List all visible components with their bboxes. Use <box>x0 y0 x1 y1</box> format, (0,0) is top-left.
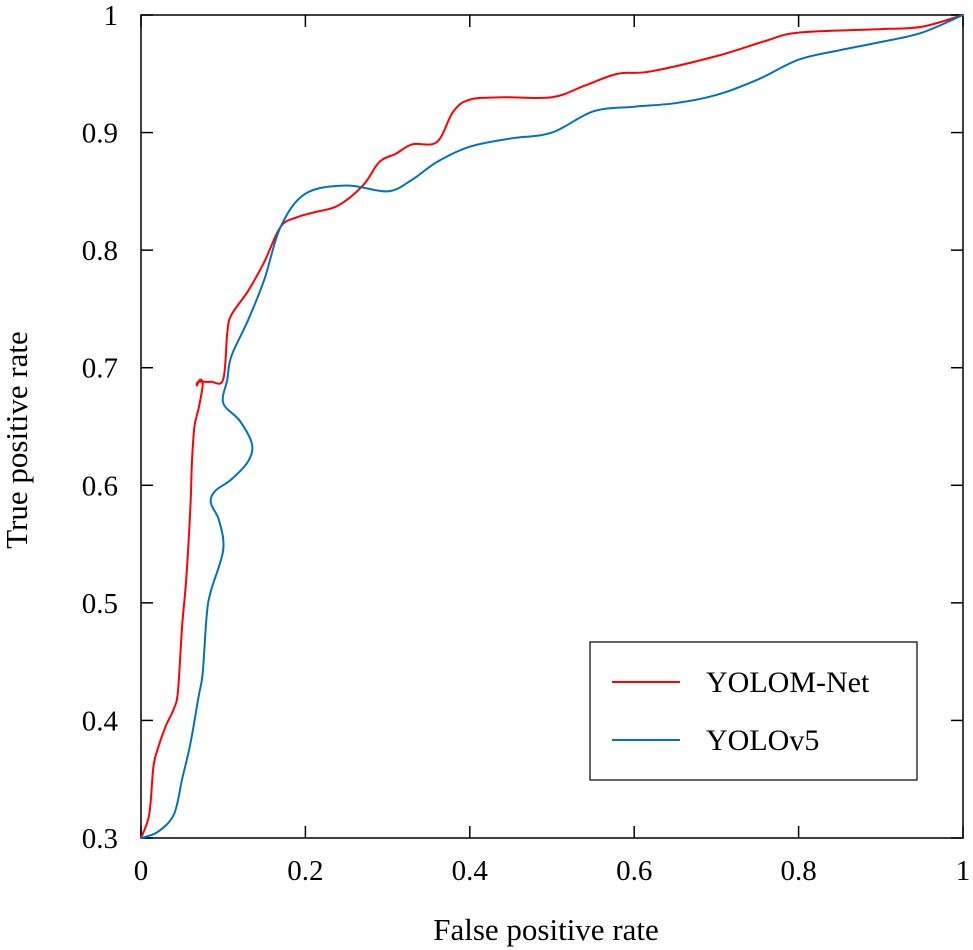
y-tick-label: 0.9 <box>82 118 118 150</box>
legend-box <box>589 641 918 781</box>
x-axis-label: False positive rate <box>433 912 659 947</box>
series-line-yolov5 <box>140 14 964 839</box>
legend-label-yolov5: YOLOv5 <box>706 724 819 757</box>
x-tick-label: 0 <box>134 855 149 887</box>
y-tick-label: 0.5 <box>82 588 118 620</box>
legend: YOLOM-Net YOLOv5 <box>589 641 918 781</box>
series-line-yolom-net <box>140 14 964 839</box>
legend-label-yolom-net: YOLOM-Net <box>706 666 870 699</box>
y-tick-label: 0.8 <box>82 235 118 267</box>
y-tick-label: 0.6 <box>82 470 118 502</box>
x-tick-label: 1 <box>956 855 971 887</box>
y-tick-label: 0.4 <box>82 705 119 737</box>
x-tick-label: 0.6 <box>616 855 652 887</box>
y-tick-label: 0.7 <box>82 353 118 385</box>
x-tick-label: 0.2 <box>287 855 323 887</box>
y-axis-label: True positive rate <box>0 331 34 549</box>
series-lines <box>140 14 964 839</box>
axis-ticks: 0 0.2 0.4 0.6 0.8 1 0.3 0.4 0.5 0.6 0.7 0.8 0.9 1 <box>82 0 971 887</box>
y-tick-label: 1 <box>104 0 119 32</box>
y-tick-label: 0.3 <box>82 823 118 855</box>
x-tick-label: 0.8 <box>780 855 816 887</box>
x-tick-label: 0.4 <box>452 855 489 887</box>
